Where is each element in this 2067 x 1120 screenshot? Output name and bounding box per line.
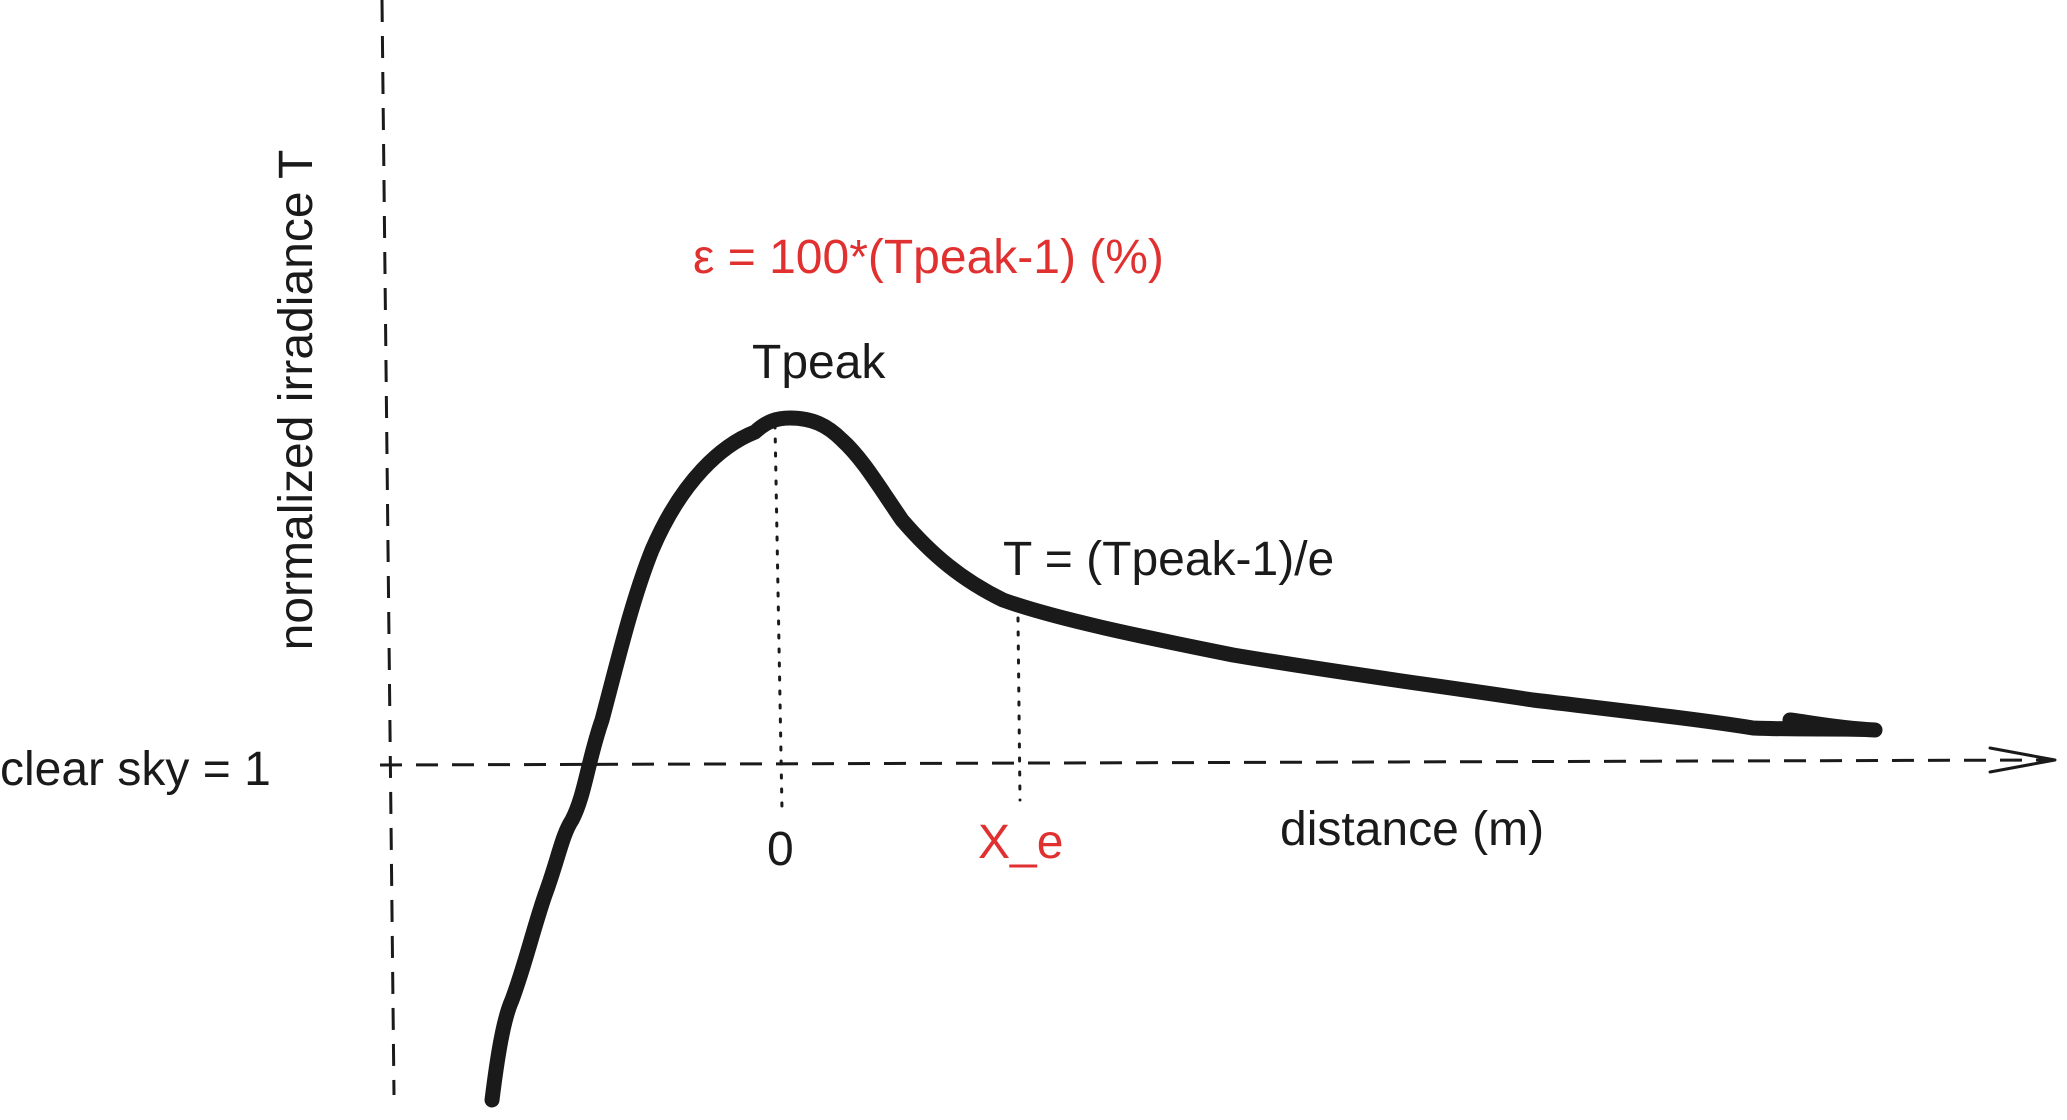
- x-e-dotted-line: [1016, 616, 1022, 802]
- clear-sky-label: clear sky = 1: [0, 743, 271, 796]
- clear-sky-baseline: [379, 758, 2051, 767]
- x-axis-label: distance (m): [1280, 803, 1544, 856]
- peak-label: Tpeak: [752, 336, 886, 389]
- x-e-tick-label: X_e: [978, 816, 1063, 869]
- x-zero-tick-label: 0: [767, 823, 794, 876]
- irradiance-curve: [484, 410, 1883, 1108]
- y-axis-line: [380, 0, 396, 1096]
- x-axis-arrowhead: [1988, 746, 2057, 774]
- peak-dotted-line: [773, 423, 784, 812]
- e-folding-label: T = (Tpeak-1)/e: [1003, 533, 1334, 586]
- y-axis-label: normalized irradiance T: [270, 150, 323, 651]
- epsilon-formula: ε = 100*(Tpeak-1) (%): [693, 231, 1164, 284]
